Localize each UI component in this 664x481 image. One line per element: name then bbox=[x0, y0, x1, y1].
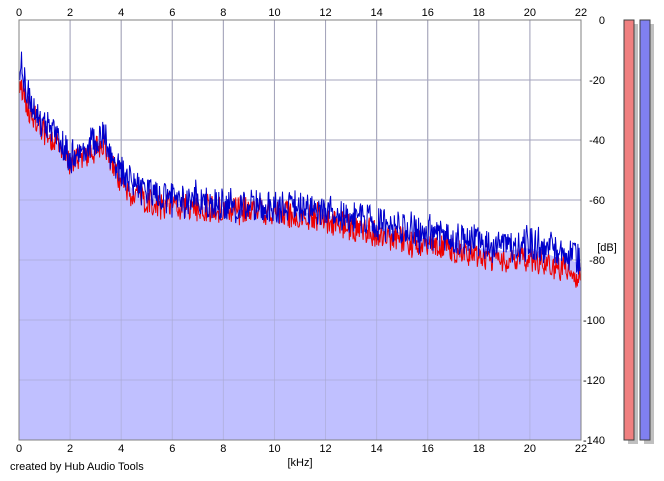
x-tick-label-bottom: 0 bbox=[16, 443, 22, 455]
y-tick-label: 0 bbox=[599, 15, 605, 27]
x-tick-label-top: 6 bbox=[169, 7, 175, 19]
x-tick-label-bottom: 20 bbox=[524, 443, 536, 455]
x-tick-label-bottom: 18 bbox=[473, 443, 485, 455]
x-tick-label-top: 20 bbox=[524, 7, 536, 19]
x-tick-label-top: 4 bbox=[118, 7, 124, 19]
x-tick-label-bottom: 10 bbox=[268, 443, 280, 455]
x-tick-label-top: 10 bbox=[268, 7, 280, 19]
y-tick-label: -60 bbox=[589, 195, 605, 207]
x-tick-label-bottom: 6 bbox=[169, 443, 175, 455]
credit-text: created by Hub Audio Tools bbox=[10, 461, 144, 473]
y-tick-label: -120 bbox=[583, 375, 605, 387]
y-tick-label: -20 bbox=[589, 75, 605, 87]
x-tick-label-top: 14 bbox=[371, 7, 383, 19]
y-tick-label: -40 bbox=[589, 135, 605, 147]
y-tick-label: -140 bbox=[583, 435, 605, 447]
x-tick-label-top: 18 bbox=[473, 7, 485, 19]
x-tick-label-bottom: 8 bbox=[220, 443, 226, 455]
y-axis-label: [dB] bbox=[597, 242, 617, 254]
y-tick-label: -100 bbox=[583, 315, 605, 327]
x-tick-label-top: 0 bbox=[16, 7, 22, 19]
x-tick-label-bottom: 16 bbox=[422, 443, 434, 455]
plot-frame bbox=[18, 19, 582, 441]
x-axis-label: [kHz] bbox=[287, 457, 312, 469]
x-tick-label-top: 16 bbox=[422, 7, 434, 19]
x-tick-label-bottom: 2 bbox=[67, 443, 73, 455]
x-tick-label-bottom: 14 bbox=[371, 443, 383, 455]
x-tick-label-bottom: 4 bbox=[118, 443, 124, 455]
series-line-blue bbox=[18, 51, 582, 275]
x-tick-label-top: 22 bbox=[575, 7, 587, 19]
x-tick-label-bottom: 12 bbox=[319, 443, 331, 455]
left-level-meter bbox=[623, 19, 635, 441]
x-tick-label-top: 12 bbox=[319, 7, 331, 19]
x-tick-label-bottom: 22 bbox=[575, 443, 587, 455]
y-tick-label: -80 bbox=[589, 255, 605, 267]
spectrum-fill-area bbox=[19, 71, 581, 440]
right-level-meter bbox=[639, 19, 651, 441]
x-tick-label-top: 8 bbox=[220, 7, 226, 19]
x-tick-label-top: 2 bbox=[67, 7, 73, 19]
